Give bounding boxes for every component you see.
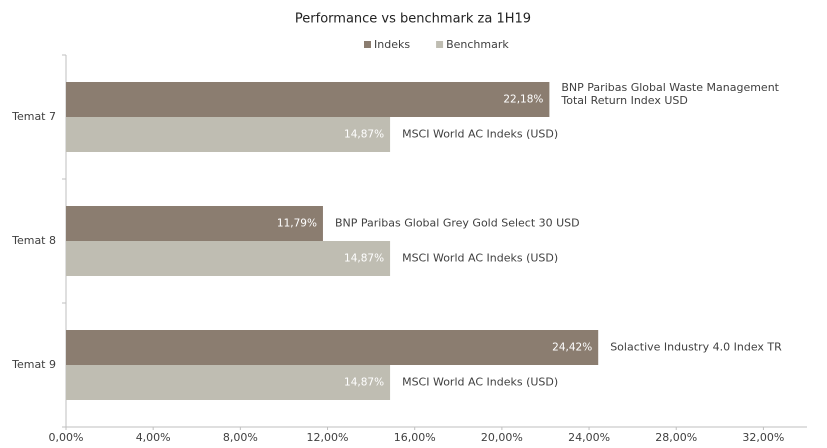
y-tick-label: Temat 9 <box>11 358 56 371</box>
x-tick-label: 32,00% <box>742 431 784 444</box>
value-label: 22,18% <box>503 94 543 106</box>
x-tick-label: 0,00% <box>49 431 84 444</box>
bar-annotation: BNP Paribas Global Waste Management <box>561 81 779 94</box>
bar-annotation: BNP Paribas Global Grey Gold Select 30 U… <box>335 217 580 230</box>
value-label: 24,42% <box>552 342 592 354</box>
value-label: 14,87% <box>344 377 384 389</box>
x-tick-label: 16,00% <box>394 431 436 444</box>
x-tick-label: 8,00% <box>223 431 258 444</box>
bar <box>66 241 391 276</box>
chart-title: Performance vs benchmark za 1H19 <box>295 12 531 27</box>
value-label: 14,87% <box>344 253 384 265</box>
bar-annotation: MSCI World AC Indeks (USD) <box>402 128 558 141</box>
bar-annotation: MSCI World AC Indeks (USD) <box>402 376 558 389</box>
bar <box>66 206 323 241</box>
bar <box>66 117 391 152</box>
x-tick-label: 4,00% <box>136 431 171 444</box>
bar-annotation: Solactive Industry 4.0 Index TR <box>610 341 782 354</box>
legend-swatch <box>436 41 444 48</box>
value-label: 11,79% <box>277 218 317 230</box>
x-tick-label: 28,00% <box>655 431 697 444</box>
legend-swatch <box>364 41 371 48</box>
bar <box>66 330 599 365</box>
y-tick-label: Temat 8 <box>11 234 56 247</box>
x-tick-label: 20,00% <box>481 431 523 444</box>
legend-label: Benchmark <box>446 38 509 51</box>
legend-label: Indeks <box>374 38 410 51</box>
x-tick-label: 24,00% <box>568 431 610 444</box>
x-tick-label: 12,00% <box>307 431 349 444</box>
bar-annotation: Total Return Index USD <box>560 94 687 107</box>
bar <box>66 365 391 400</box>
bar-annotation: MSCI World AC Indeks (USD) <box>402 252 558 265</box>
value-label: 14,87% <box>344 129 384 141</box>
bar <box>66 82 550 117</box>
y-tick-label: Temat 7 <box>11 110 56 123</box>
